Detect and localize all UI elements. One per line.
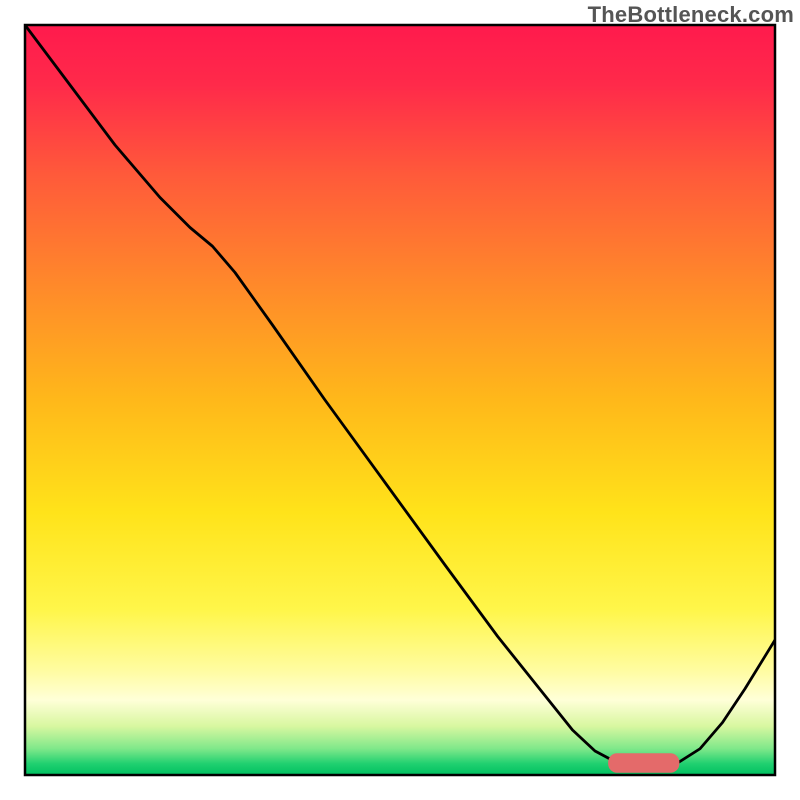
- chart-stage: TheBottleneck.com: [0, 0, 800, 800]
- watermark-text: TheBottleneck.com: [588, 2, 794, 28]
- chart-svg: [0, 0, 800, 800]
- optimal-marker: [608, 753, 679, 773]
- gradient-background: [25, 25, 775, 775]
- plot-area: [25, 25, 775, 775]
